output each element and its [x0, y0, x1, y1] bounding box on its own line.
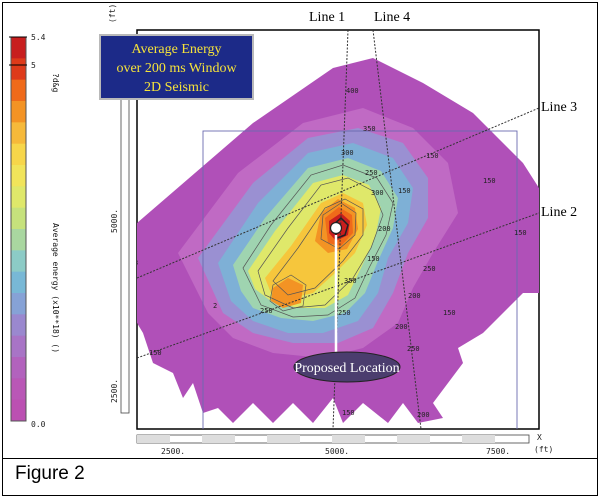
- seismic-line-4: [372, 30, 422, 429]
- x-ruler-segment: [137, 435, 170, 443]
- energy-map-svg: 5.4 5 0.0 Average energy (x10**18) () ?d…: [9, 4, 553, 456]
- contour-label: 250: [338, 309, 351, 317]
- contour-label: 350: [344, 277, 357, 285]
- contour-label: 150: [342, 409, 355, 417]
- contour-label: 250: [407, 345, 420, 353]
- caption-bar: Figure 2: [3, 459, 597, 495]
- contour-label: 300: [341, 149, 354, 157]
- shotpoint-labels: 3 2 2: [134, 259, 217, 357]
- colorbar-band: [11, 58, 26, 81]
- contour-label: 300: [371, 189, 384, 197]
- figure-caption: Figure 2: [15, 463, 85, 484]
- colorbar-band: [11, 314, 26, 337]
- line-2-label: Line 2: [541, 205, 578, 220]
- colorbar-mid-label: 5: [31, 61, 36, 70]
- colorbar-band: [11, 357, 26, 379]
- colorbar-band: [11, 271, 26, 294]
- contour-label: 200: [408, 292, 421, 300]
- line-4-label: Line 4: [374, 10, 411, 25]
- colorbar-band: [11, 207, 26, 230]
- map-panel: 5.4 5 0.0 Average energy (x10**18) () ?d…: [3, 3, 597, 459]
- colorbar-band: [11, 101, 26, 123]
- x-axis-ruler-ticks: [137, 435, 495, 443]
- x-ruler-segment: [332, 435, 365, 443]
- colorbar-band: [11, 79, 26, 102]
- contour-label: 250: [423, 265, 436, 273]
- x-axis-name: X: [537, 433, 542, 442]
- y-tick-2500: 2500.: [110, 379, 119, 403]
- contour-label: 250: [365, 169, 378, 177]
- colorbar-band: [11, 37, 26, 59]
- seismic-line-2: [137, 212, 539, 359]
- contour-label: 350: [363, 125, 376, 133]
- color-bar: [10, 36, 27, 422]
- colorbar-band: [11, 335, 26, 358]
- colorbar-min-label: 0.0: [31, 420, 46, 429]
- shotpoint-label: 2: [134, 349, 138, 357]
- colorbar-title: Average energy (x10**18) (): [51, 223, 60, 353]
- contour-label: 150: [367, 255, 380, 263]
- x-tick-2500: 2500.: [161, 447, 185, 456]
- map-title-line-1: Average Energy: [131, 42, 222, 57]
- contour-label: 200: [395, 323, 408, 331]
- contour-label: 150: [149, 349, 162, 357]
- y-axis-ruler: [120, 82, 130, 414]
- line-3-label: Line 3: [541, 100, 578, 115]
- colorbar-band: [11, 229, 26, 251]
- colorbar-band: [11, 378, 26, 401]
- map-title-line-3: 2D Seismic: [144, 80, 209, 95]
- contour-label: 200: [417, 411, 430, 419]
- colorbar-max-label: 5.4: [31, 33, 46, 42]
- x-tick-7500: 7500.: [486, 447, 510, 456]
- contour-label: 250: [260, 307, 273, 315]
- contour-label: 150: [443, 309, 456, 317]
- shotpoint-label: 3: [134, 259, 138, 267]
- contour-label: 150: [398, 187, 411, 195]
- map-title-box: Average Energy over 200 ms Window 2D Sei…: [99, 34, 254, 100]
- colorbar-band: [11, 165, 26, 187]
- contour-label: 200: [378, 225, 391, 233]
- x-tick-5000: 5000.: [325, 447, 349, 456]
- x-ruler-segment: [462, 435, 495, 443]
- x-ruler-segment: [267, 435, 300, 443]
- x-unit-label: (ft): [534, 445, 553, 454]
- proposed-location-callout: [293, 351, 401, 383]
- x-ruler-segment: [202, 435, 235, 443]
- colorbar-extra-text: ?d&g: [51, 73, 60, 92]
- proposed-well-marker: [329, 221, 343, 235]
- contour-label: 150: [483, 177, 496, 185]
- colorbar-band: [11, 250, 26, 273]
- colorbar-band: [11, 122, 26, 145]
- contour-label: 400: [346, 87, 359, 95]
- colorbar-band: [11, 186, 26, 209]
- seismic-line-3: [137, 107, 539, 279]
- map-title-line-2: over 200 ms Window: [116, 61, 237, 76]
- contour-label: 150: [426, 152, 439, 160]
- colorbar-band: [11, 293, 26, 315]
- colorbar-band: [11, 143, 26, 166]
- colorbar-band: [11, 399, 26, 422]
- shotpoint-label: 2: [213, 302, 217, 310]
- contour-labels: 400 350 300 250 150 200 150 250 300 350 250 150 200 2…: [149, 87, 527, 419]
- contour-label: 150: [514, 229, 527, 237]
- y-unit-label: (ft): [108, 4, 117, 23]
- y-tick-5000: 5000.: [110, 209, 119, 233]
- proposed-location-label: Proposed Location: [294, 361, 399, 376]
- x-ruler-segment: [397, 435, 430, 443]
- energy-contours: 400 350 300 250 150 200 150 250 300 350 250 150 200 2…: [134, 30, 539, 429]
- survey-area-outline: [202, 130, 518, 429]
- line-1-label: Line 1: [309, 10, 346, 25]
